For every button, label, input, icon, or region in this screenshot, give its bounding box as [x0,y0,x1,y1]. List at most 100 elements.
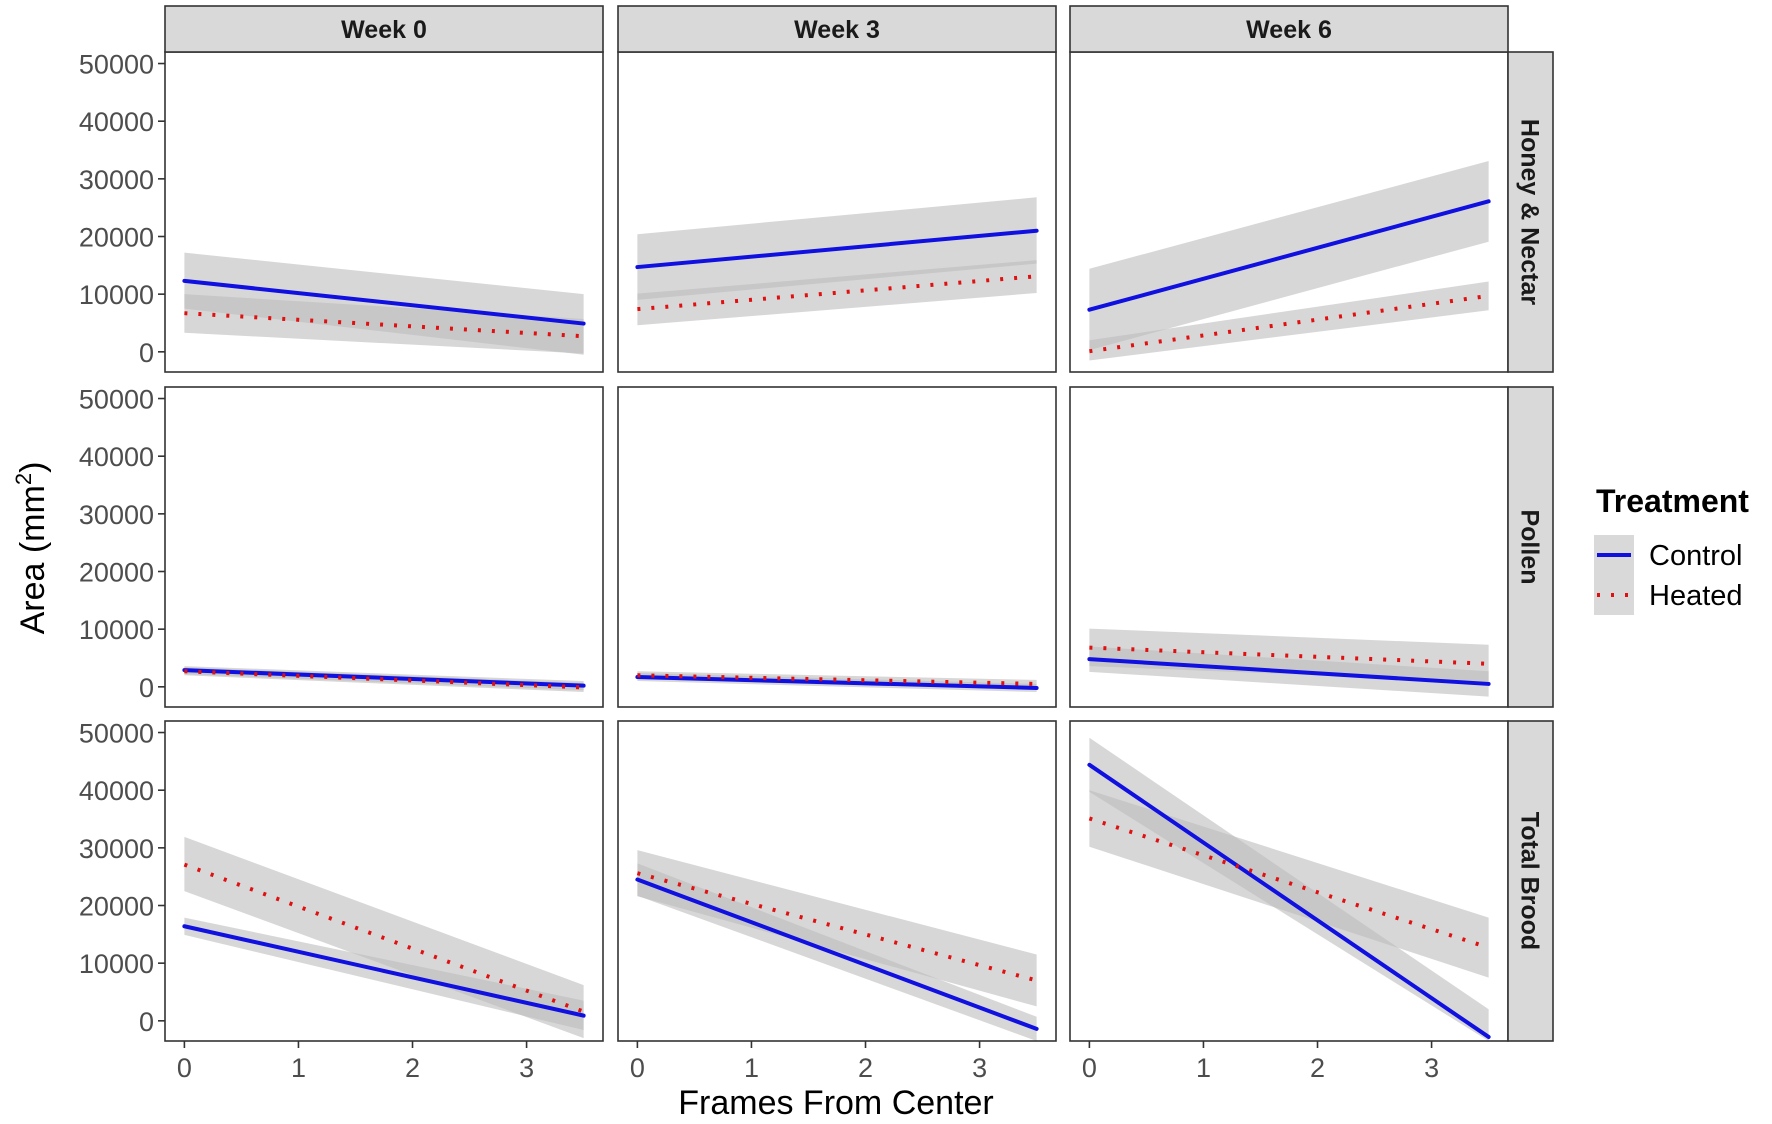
confidence-band-heated [1089,281,1489,361]
panel-plot-area [635,671,1039,693]
series-line-control [182,668,586,688]
row-strip-label: Pollen [1516,509,1544,584]
panel-plot-area [1087,628,1491,697]
x-tick-label: 1 [291,1053,306,1083]
x-tick-label: 3 [519,1053,534,1083]
series-line-control [182,278,586,326]
panel-total-brood-week-0 [164,720,604,1042]
y-tick-label: 0 [139,673,154,703]
row-strip-bg [1507,720,1554,1042]
x-tick-label: 0 [1082,1053,1097,1083]
x-axis-week-3: 0 1 2 3 [630,1041,987,1083]
panel-pollen-week-3 [617,386,1057,708]
y-tick-label: 10000 [79,949,154,979]
y-tick-label: 20000 [79,223,154,253]
y-tick-label: 30000 [79,500,154,530]
panel-plot-area [635,850,1039,1041]
panel-background [165,387,603,707]
y-axis-pollen: 0 10000 20000 30000 40000 50000 [79,385,165,703]
x-tick-label: 1 [1196,1053,1211,1083]
x-tick-label: 2 [858,1053,873,1083]
legend-title: Treatment [1596,483,1749,519]
panel-plot-area [182,666,586,693]
column-strip-bg [1069,5,1509,53]
panel-border [164,720,604,1042]
row-strip-pollen: Pollen [1507,386,1554,708]
panel-border [164,386,604,708]
column-strip-week-3: Week 3 [617,5,1057,53]
panel-plot-area [635,197,1039,326]
y-tick-label: 40000 [79,776,154,806]
panel-total-brood-week-6 [1069,720,1509,1042]
series-line-heated [183,862,585,1014]
series-line-control [635,877,1039,1031]
x-tick-label: 0 [177,1053,192,1083]
row-strip-total-brood: Total Brood [1507,720,1554,1042]
x-axis-title: Frames From Center [678,1084,994,1122]
confidence-band-heated [637,260,1037,326]
panel-honey-and-nectar-week-0 [164,51,604,373]
x-tick-label: 2 [1310,1053,1325,1083]
y-tick-label: 50000 [79,50,154,80]
series-line-control [1087,762,1491,1039]
x-tick-label: 2 [405,1053,420,1083]
y-axis-title-main: Area (mm [14,485,52,634]
y-axis-title-close: ) [14,462,52,473]
row-strip-label: Total Brood [1516,812,1544,950]
y-tick-label: 40000 [79,107,154,137]
row-strip-bg [1507,51,1554,373]
panel-background [618,387,1056,707]
legend-label-control: Control [1649,540,1743,572]
column-strip-label: Week 0 [341,16,427,44]
column-strip-week-0: Week 0 [164,5,604,53]
column-strip-label: Week 6 [1246,16,1332,44]
panel-total-brood-week-3 [617,720,1057,1042]
y-axis-title: Area (mm2) [11,462,52,635]
y-tick-label: 30000 [79,165,154,195]
facet-strips: Week 0 Week 3 Week 6 Honey & Nectar Pollen To… [164,5,1554,1042]
y-tick-label: 20000 [79,892,154,922]
y-tick-label: 30000 [79,834,154,864]
confidence-band-heated [1089,628,1489,683]
y-tick-label: 10000 [79,280,154,310]
y-tick-label: 0 [139,1007,154,1037]
series-line-control [1087,199,1491,312]
x-tick-label: 1 [744,1053,759,1083]
panel-plot-area [1087,160,1491,361]
series-line-control [635,675,1039,690]
row-strip-bg [1507,386,1554,708]
series-line-control [1087,657,1491,686]
y-axis-total-brood: 0 10000 20000 30000 40000 50000 [79,719,165,1037]
legend-label-heated: Heated [1649,580,1743,612]
panel-border [617,386,1057,708]
row-strip-honey-and-nectar: Honey & Nectar [1507,51,1554,373]
confidence-band-control [184,917,584,1031]
panel-plot-area [182,252,586,355]
column-strip-label: Week 3 [794,16,880,44]
x-axis-week-6: 0 1 2 3 [1082,1041,1439,1083]
x-tick-label: 3 [1424,1053,1439,1083]
panel-pollen-week-0 [164,386,604,708]
x-tick-label: 0 [630,1053,645,1083]
y-axis-title-superscript: 2 [11,473,36,485]
column-strip-week-6: Week 6 [1069,5,1509,53]
y-tick-label: 0 [139,338,154,368]
x-axis-week-0: 0 1 2 3 [177,1041,534,1083]
y-axis-honey-and-nectar: 0 10000 20000 30000 40000 50000 [79,50,165,368]
row-strip-label: Honey & Nectar [1516,119,1544,305]
y-tick-label: 40000 [79,442,154,472]
panel-honey-and-nectar-week-6 [1069,51,1509,373]
legend: Treatment Control Heated [1594,483,1749,615]
column-strip-bg [617,5,1057,53]
series-line-control [182,924,586,1018]
y-tick-label: 50000 [79,385,154,415]
panel-plot-area [1087,737,1491,1041]
y-tick-label: 20000 [79,558,154,588]
panel-pollen-week-6 [1069,386,1509,708]
column-strip-bg [164,5,604,53]
x-tick-label: 3 [972,1053,987,1083]
panels-layer [164,51,1509,1042]
y-tick-label: 10000 [79,615,154,645]
series-line-control [635,228,1039,270]
